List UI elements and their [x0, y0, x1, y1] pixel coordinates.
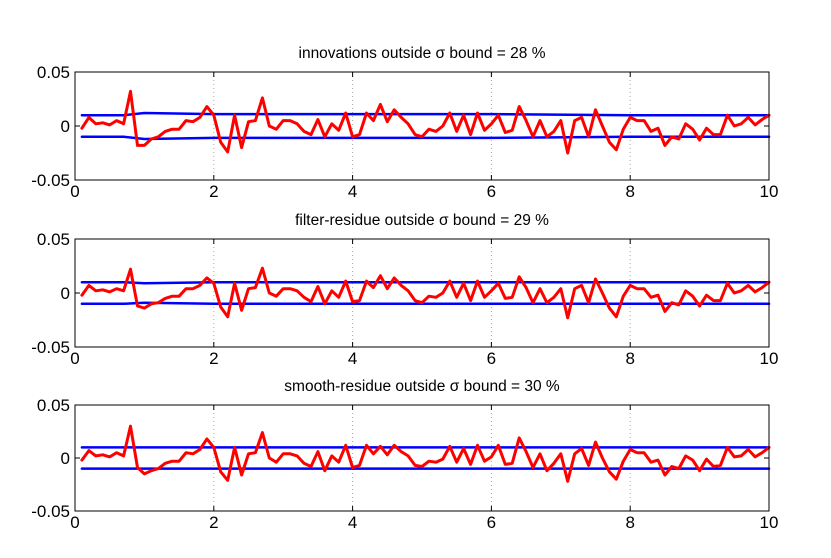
- upper-bound-line: [80, 280, 771, 285]
- x-tick-label: 2: [209, 513, 218, 532]
- x-tick-label: 2: [209, 182, 218, 201]
- x-tick-label: 0: [70, 513, 79, 532]
- x-tick-label: 4: [348, 513, 357, 532]
- x-tick-label: 10: [760, 182, 779, 201]
- y-tick-label: -0.05: [31, 171, 70, 190]
- plot-area: [75, 405, 769, 511]
- x-tick-label: 10: [760, 349, 779, 368]
- y-tick-label: 0: [61, 449, 70, 468]
- residual-line: [80, 266, 771, 320]
- upper-bound-line: [80, 111, 771, 117]
- y-tick-label: 0: [61, 284, 70, 303]
- x-tick-label: 6: [487, 513, 496, 532]
- y-tick-label: 0: [61, 117, 70, 136]
- x-tick-label: 6: [487, 182, 496, 201]
- y-tick-label: 0.05: [37, 396, 70, 415]
- x-tick-label: 4: [348, 182, 357, 201]
- y-tick-label: -0.05: [31, 338, 70, 357]
- subplot-title: smooth-residue outside σ bound = 30 %: [284, 378, 560, 395]
- x-tick-label: 8: [625, 182, 634, 201]
- y-tick-label: 0.05: [37, 230, 70, 249]
- x-tick-label: 6: [487, 349, 496, 368]
- x-tick-label: 2: [209, 349, 218, 368]
- plot-area: [75, 72, 769, 180]
- x-tick-label: 8: [625, 513, 634, 532]
- residual-line: [80, 89, 771, 155]
- x-tick-label: 0: [70, 349, 79, 368]
- subplot-title: innovations outside σ bound = 28 %: [299, 45, 546, 62]
- lower-bound-line: [80, 301, 771, 306]
- x-tick-label: 0: [70, 182, 79, 201]
- x-tick-label: 8: [625, 349, 634, 368]
- subplot-title: filter-residue outside σ bound = 29 %: [295, 212, 549, 229]
- x-tick-label: 4: [348, 349, 357, 368]
- plot-area: [75, 239, 769, 347]
- residual-line: [80, 424, 771, 483]
- x-tick-label: 10: [760, 513, 779, 532]
- y-tick-label: -0.05: [31, 502, 70, 521]
- y-tick-label: 0.05: [37, 63, 70, 82]
